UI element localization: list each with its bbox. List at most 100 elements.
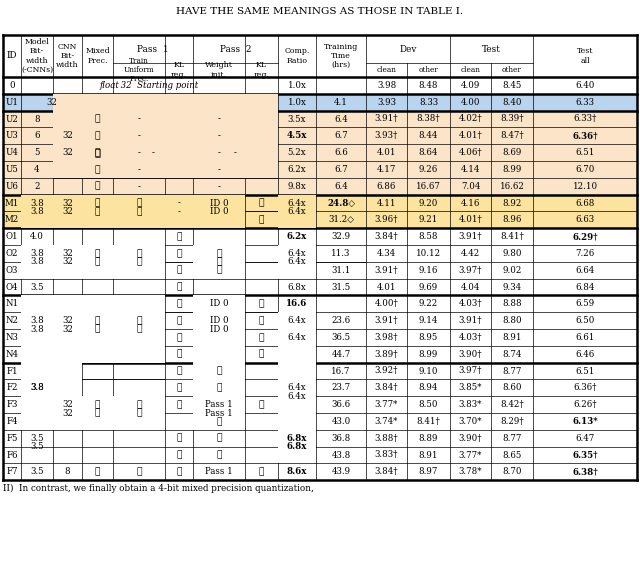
Text: 3.93†: 3.93† <box>375 131 398 141</box>
Text: 8.38†: 8.38† <box>417 114 440 124</box>
Text: ✗: ✗ <box>136 409 141 417</box>
Text: -: - <box>218 182 220 191</box>
Text: -: - <box>138 131 140 141</box>
Text: Pass 1: Pass 1 <box>205 468 233 476</box>
Text: ✗: ✗ <box>216 367 221 375</box>
Bar <box>278 195 316 228</box>
Text: 8.91: 8.91 <box>419 451 438 459</box>
Text: 7.26: 7.26 <box>575 249 595 258</box>
Bar <box>3 128 637 144</box>
Text: U1: U1 <box>6 98 19 107</box>
Text: F3: F3 <box>6 400 18 409</box>
Text: 8: 8 <box>34 114 40 124</box>
Text: 8.70: 8.70 <box>502 468 522 476</box>
Text: ✓: ✓ <box>176 400 182 409</box>
Text: O4: O4 <box>6 283 19 292</box>
Text: 3.5x: 3.5x <box>288 114 307 124</box>
Text: ✓: ✓ <box>136 198 141 208</box>
Text: float 32  Starting point: float 32 Starting point <box>100 81 199 90</box>
Bar <box>53 94 82 178</box>
Text: 8.99: 8.99 <box>419 350 438 359</box>
Text: ✓: ✓ <box>259 215 264 224</box>
Text: 3.84†: 3.84† <box>374 232 398 241</box>
Text: 4.14: 4.14 <box>461 165 480 174</box>
Text: 23.7: 23.7 <box>332 383 351 392</box>
Text: 6.4x: 6.4x <box>288 249 307 258</box>
Bar <box>3 195 637 212</box>
Text: ✗: ✗ <box>259 333 264 342</box>
Bar <box>193 363 245 430</box>
Text: 3.5: 3.5 <box>30 283 44 292</box>
Text: ✗: ✗ <box>95 165 100 174</box>
Bar <box>3 161 637 178</box>
Bar <box>21 296 165 363</box>
Text: 32: 32 <box>62 131 73 141</box>
Text: 8.45: 8.45 <box>502 81 522 90</box>
Text: 4.01†: 4.01† <box>459 215 483 224</box>
Text: 6.8x: 6.8x <box>287 442 307 451</box>
Text: 3.93: 3.93 <box>377 98 396 107</box>
Text: F6: F6 <box>6 451 18 459</box>
Text: 3.70*: 3.70* <box>459 417 483 426</box>
Text: 8.96: 8.96 <box>502 215 522 224</box>
Text: ✗: ✗ <box>136 316 141 325</box>
Text: U2: U2 <box>6 114 19 124</box>
Text: 4.06†: 4.06† <box>459 148 483 157</box>
Text: KL
reg.: KL reg. <box>171 61 187 79</box>
Text: 0: 0 <box>9 81 15 90</box>
Text: 44.7: 44.7 <box>332 350 351 359</box>
Text: 3.96†: 3.96† <box>375 215 398 224</box>
Text: ID 0: ID 0 <box>210 316 228 325</box>
Text: 8.94: 8.94 <box>419 383 438 392</box>
Text: ✓: ✓ <box>176 232 182 241</box>
Text: 32: 32 <box>62 409 73 417</box>
Text: 36.5: 36.5 <box>332 333 351 342</box>
Text: 3.83†: 3.83† <box>375 451 398 459</box>
Text: ✓: ✓ <box>176 434 182 442</box>
Text: 23.6: 23.6 <box>332 316 351 325</box>
Text: F5: F5 <box>6 434 18 442</box>
Text: 6.4x: 6.4x <box>288 198 307 208</box>
Bar <box>113 94 193 178</box>
Text: 4.03†: 4.03† <box>459 299 483 308</box>
Bar <box>82 94 113 178</box>
Text: 4.1: 4.1 <box>334 98 348 107</box>
Text: 3.78*: 3.78* <box>459 468 483 476</box>
Text: 6.33: 6.33 <box>575 98 595 107</box>
Text: ✓: ✓ <box>216 417 221 426</box>
Text: CNN
Bit-
width: CNN Bit- width <box>56 43 79 69</box>
Text: ID 0: ID 0 <box>210 198 228 208</box>
Text: 9.8x: 9.8x <box>287 182 307 191</box>
Text: 6.51: 6.51 <box>575 148 595 157</box>
Text: 3.92†: 3.92† <box>375 367 398 375</box>
Text: 8.39†: 8.39† <box>500 114 524 124</box>
Text: 3.77*: 3.77* <box>375 400 398 409</box>
Text: -: - <box>177 207 180 216</box>
Text: 3.8: 3.8 <box>30 316 44 325</box>
Text: 3.89†: 3.89† <box>374 350 398 359</box>
Text: 6.7: 6.7 <box>334 131 348 141</box>
Text: 32: 32 <box>62 207 73 216</box>
Bar <box>193 296 245 363</box>
Text: 4.11: 4.11 <box>377 198 396 208</box>
Text: 6.36†: 6.36† <box>573 383 596 392</box>
Text: 3.98: 3.98 <box>377 81 396 90</box>
Text: clean: clean <box>376 66 396 74</box>
Text: 3.91†: 3.91† <box>374 266 398 275</box>
Text: -: - <box>218 131 220 141</box>
Text: ID: ID <box>7 51 17 61</box>
Text: 4.03†: 4.03† <box>459 333 483 342</box>
Text: 9.14: 9.14 <box>419 316 438 325</box>
Bar <box>21 245 165 279</box>
Text: 6.4x: 6.4x <box>288 383 307 392</box>
Text: 16.6: 16.6 <box>286 299 308 308</box>
Text: 32: 32 <box>62 325 73 333</box>
Text: 12.10: 12.10 <box>572 182 598 191</box>
Text: ✓: ✓ <box>176 468 182 476</box>
Text: ✗: ✗ <box>216 249 221 258</box>
Text: 6.6: 6.6 <box>334 148 348 157</box>
Text: 8.6x: 8.6x <box>287 468 307 476</box>
Text: -: - <box>138 114 140 124</box>
Text: -: - <box>152 148 154 157</box>
Bar <box>278 312 316 363</box>
